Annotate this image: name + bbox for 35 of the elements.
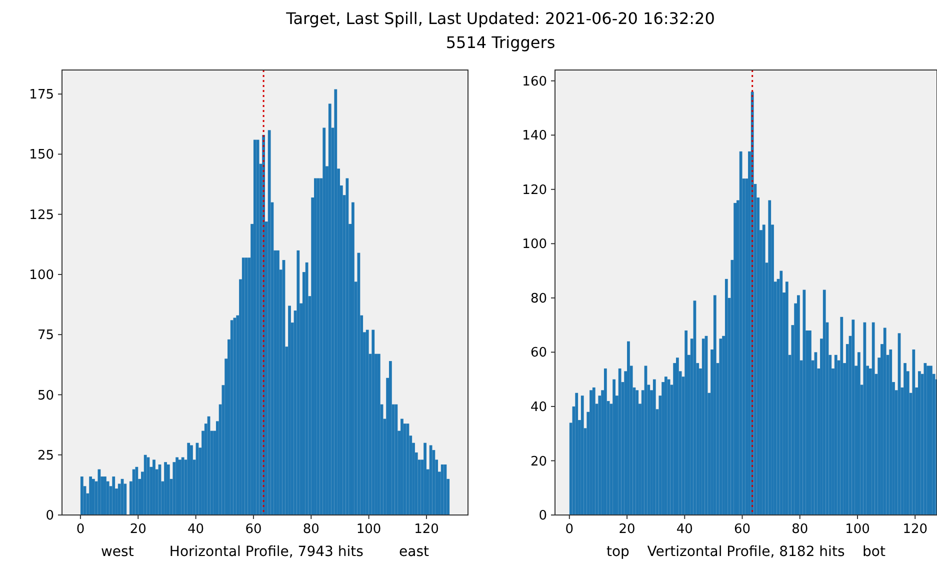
text: Target, Last Spill, Last Updated: 2021-06-20 16:32:20 — [285, 9, 715, 28]
y-tick-label: 100 — [29, 268, 54, 284]
y-tick-label: 140 — [522, 128, 547, 144]
y-tick-label: 50 — [37, 388, 54, 404]
x-tick-label: 120 — [414, 522, 439, 537]
y-tick-label: 0 — [46, 508, 54, 524]
y-tick-label: 40 — [530, 400, 547, 416]
x-tick-label: 20 — [130, 522, 146, 537]
y-tick-label: 120 — [522, 182, 547, 198]
x-tick-label: 120 — [902, 522, 928, 537]
x-tick-label: 40 — [676, 522, 693, 537]
x-axis-title: west Horizontal Profile, 7943 hits east — [100, 544, 430, 560]
x-tick-label: 80 — [792, 522, 808, 537]
y-tick-label: 80 — [530, 291, 547, 306]
y-tick-label: 25 — [37, 448, 54, 464]
y-tick-label: 20 — [530, 454, 547, 470]
x-tick-label: 100 — [845, 522, 870, 537]
y-tick-label: 0 — [538, 508, 547, 524]
y-tick-label: 125 — [29, 208, 54, 223]
y-tick-label: 160 — [522, 74, 547, 90]
text: 5514 Triggers — [446, 33, 556, 52]
x-tick-label: 60 — [245, 522, 262, 537]
x-tick-label: 0 — [565, 522, 574, 537]
x-axis-title: top Vertizontal Profile, 8182 hits bot — [606, 544, 886, 560]
x-tick-label: 20 — [618, 522, 636, 537]
y-tick-label: 175 — [29, 88, 54, 103]
x-tick-label: 60 — [734, 522, 751, 537]
y-tick-label: 100 — [522, 237, 547, 252]
y-tick-label: 150 — [29, 148, 54, 163]
y-tick-label: 75 — [37, 328, 54, 344]
y-tick-label: 60 — [530, 346, 547, 361]
x-tick-label: 0 — [76, 522, 85, 537]
x-tick-label: 80 — [302, 522, 320, 537]
x-tick-label: 100 — [356, 522, 382, 537]
x-tick-label: 40 — [188, 522, 204, 537]
